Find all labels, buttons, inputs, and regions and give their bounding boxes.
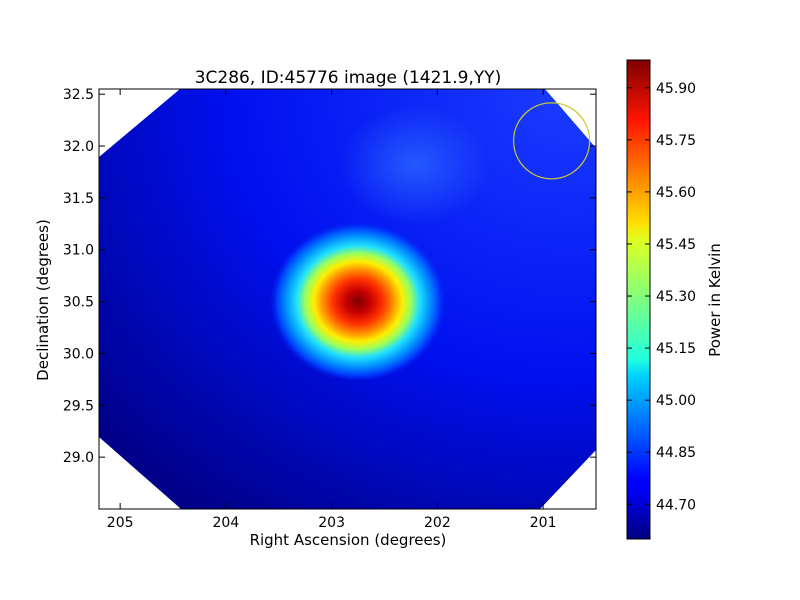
colorbar-tick-label: 45.45 (656, 237, 696, 253)
colorbar-tick-label: 45.30 (656, 289, 696, 305)
y-tick-label: 32.0 (63, 139, 94, 155)
x-tick-label: 203 (318, 515, 345, 531)
x-axis: 205 204 203 202 201 (107, 89, 557, 531)
plot-area (98, 88, 597, 510)
plot-frame (98, 88, 597, 510)
y-axis-label: Declination (degrees) (34, 219, 52, 381)
y-tick-label: 30.5 (63, 295, 94, 311)
x-tick-label: 201 (530, 515, 557, 531)
colorbar-tick-label: 45.15 (656, 341, 696, 357)
colorbar-ticks: 44.70 44.85 45.00 45.15 45.30 45.45 45.60 45.75… (627, 81, 696, 513)
colorbar-label: Power in Kelvin (706, 243, 724, 357)
chart-title: 3C286, ID:45776 image (1421.9,YY) (195, 68, 502, 88)
colorbar-tick-label: 45.00 (656, 393, 696, 409)
colorbar-tick-label: 45.60 (656, 185, 696, 201)
colorbar-tick-label: 45.90 (656, 81, 696, 97)
y-tick-label: 31.0 (63, 243, 94, 259)
y-tick-label: 32.5 (63, 87, 94, 103)
colorbar-frame (626, 59, 651, 540)
beam-circle (512, 102, 591, 180)
y-axis: 29.0 29.5 30.0 30.5 31.0 31.5 32.0 32.5 (63, 87, 596, 466)
colorbar-tick-label: 44.85 (656, 445, 696, 461)
y-tick-label: 31.5 (63, 191, 94, 207)
colorbar: 44.70 44.85 45.00 45.15 45.30 45.45 45.60 45.75… (626, 59, 724, 540)
y-tick-label: 29.5 (63, 398, 94, 414)
colorbar-fill (627, 60, 650, 539)
diffuse-emission (340, 105, 490, 225)
x-axis-label: Right Ascension (degrees) (250, 531, 447, 549)
colorbar-tick-label: 44.70 (656, 497, 696, 513)
x-tick-label: 202 (424, 515, 451, 531)
x-tick-label: 205 (107, 515, 134, 531)
x-tick-label: 204 (213, 515, 240, 531)
colorbar-tick-label: 45.75 (656, 133, 696, 149)
y-tick-label: 30.0 (63, 346, 94, 362)
y-tick-label: 29.0 (63, 450, 94, 466)
radio-source (270, 221, 447, 382)
